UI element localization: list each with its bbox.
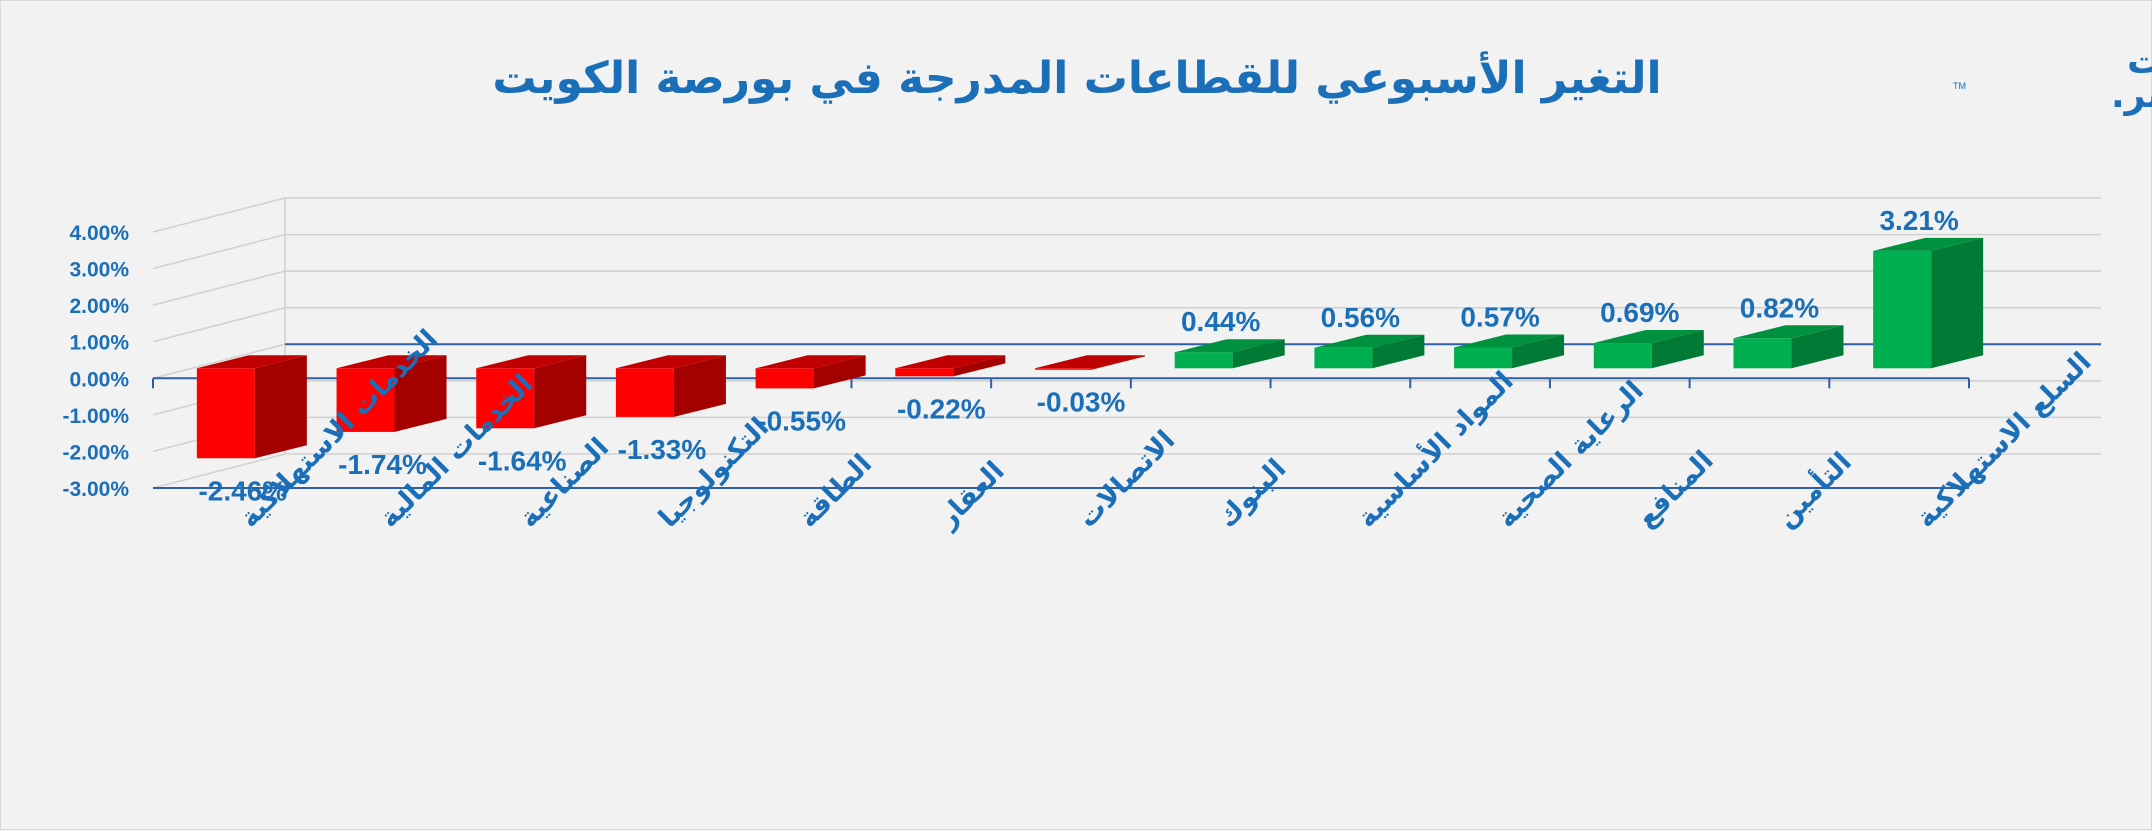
y-tick-label: -2.00% [62,441,129,464]
bar-front [336,368,395,432]
bar [1873,237,1984,369]
bar-front [615,368,674,417]
bar-top [895,355,1006,369]
bar-front [1035,368,1093,370]
bar-top [755,355,866,369]
y-tick-label: 0.00% [69,368,129,391]
bar-front [1454,347,1513,369]
category-label: العقار [931,456,1011,536]
bar-side [1512,334,1565,369]
bar-side [1931,237,1984,369]
bar [476,355,587,429]
data-label: -0.22% [897,393,986,424]
bar [615,355,726,417]
bar-top [476,355,587,369]
gridline-depth [152,270,286,306]
bar-front [1873,250,1932,369]
data-label: -1.64% [478,445,567,476]
data-label: 0.69% [1600,297,1679,328]
bar-top [196,355,307,369]
bar-side [953,355,1006,377]
bar-side [813,355,866,389]
data-label: -2.46% [198,475,287,506]
gridline-depth [152,453,286,489]
bar [1035,355,1145,370]
bar-top [1454,334,1565,348]
bar-side [1651,330,1704,369]
data-label: 0.82% [1740,292,1819,323]
bar-front [1733,338,1792,369]
gridline-depth [152,306,286,343]
bar-top [1733,325,1844,339]
bar [1593,330,1704,369]
data-label: 0.56% [1321,302,1400,333]
bar-top [1593,330,1704,344]
bar-top [336,355,447,369]
gridline-depth [152,233,286,270]
y-tick-label: 2.00% [69,295,129,318]
gridline-depth [152,197,286,233]
bars [196,237,1984,459]
bar-side [1093,355,1145,370]
bar-side [394,355,447,432]
bar-front [895,368,954,377]
category-label: البنوك [1212,453,1293,534]
data-label: 0.44% [1181,306,1260,337]
bar [336,355,447,432]
category-label: الاتصالات [1072,425,1181,534]
category-label: الطاقة [793,448,878,533]
data-label: -0.55% [757,405,846,436]
bar-front [755,368,814,389]
bar [755,355,866,389]
bar [1733,325,1844,369]
bar-front [1174,352,1233,369]
logo: معلومات مباشر. TM [1953,41,2152,116]
logo-trademark: TM [1953,81,1966,91]
category-label: المنافع [1631,445,1720,534]
category-label: السلع الاستهلاكية [1910,347,2097,534]
bar [1174,339,1285,369]
y-tick-label: 3.00% [69,259,129,282]
bar-front [1314,347,1373,369]
bar-top [615,355,726,369]
logo-line1: معلومات [2127,41,2152,82]
category-label: التأمين [1768,444,1858,534]
bar-front [1593,343,1652,369]
data-label: -1.74% [338,449,427,480]
bar-side [1791,325,1844,369]
y-tick-label: 4.00% [69,222,129,245]
bar-top [1314,334,1425,348]
bar-front [476,368,535,429]
bar [1454,334,1565,369]
bar-side [673,355,726,417]
bar [196,355,307,459]
data-label: 0.57% [1460,301,1539,332]
y-tick-label: 1.00% [69,332,129,355]
logo-line2: مباشر. [2111,75,2152,116]
bar-side [1232,339,1285,369]
data-label: 3.21% [1879,205,1958,236]
bar-top [1035,355,1145,369]
bar-top [1873,237,1984,251]
bar-side [534,355,587,429]
y-tick-label: -1.00% [62,405,129,428]
bar [895,355,1006,377]
gridline-depth [152,343,286,380]
chart-title: التغير الأسبوعي للقطاعات المدرجة في بورص… [492,51,1661,104]
data-label: -1.33% [618,434,707,465]
data-label: -0.03% [1037,386,1126,417]
bar [1314,334,1425,369]
y-tick-label: -3.00% [62,478,129,501]
bar-side [1372,334,1425,369]
bar-top [1174,339,1285,353]
bar-front [196,368,255,459]
bar-side [254,355,307,459]
